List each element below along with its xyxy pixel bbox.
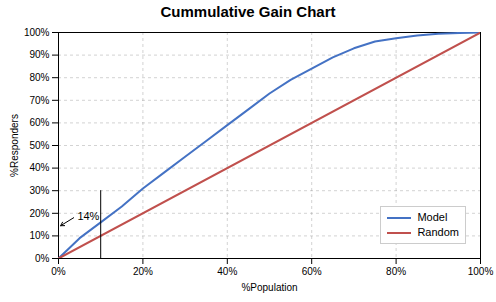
html-text:Cummulative Gain Chart: Cummulative Gain Chart [160,3,336,20]
svg-text:20%: 20% [29,208,49,219]
svg-text:0%: 0% [51,266,66,277]
svg-text:80%: 80% [29,72,49,83]
svg-text:100%: 100% [468,266,494,277]
svg-text:40%: 40% [217,266,237,277]
svg-text:%Population: %Population [241,282,297,293]
html-text:Random: Random [417,226,459,238]
svg-text:30%: 30% [29,185,49,196]
svg-text:70%: 70% [29,95,49,106]
svg-text:60%: 60% [302,266,322,277]
svg-text:40%: 40% [29,162,49,173]
svg-text:50%: 50% [29,140,49,151]
svg-text:90%: 90% [29,49,49,60]
svg-text:0%: 0% [35,253,50,264]
svg-text:60%: 60% [29,117,49,128]
svg-text:%Responders: %Responders [9,114,20,177]
svg-text:14%: 14% [77,210,99,222]
html-text:Model: Model [417,211,448,223]
svg-text:20%: 20% [133,266,153,277]
svg-text:100%: 100% [24,27,50,38]
svg-text:80%: 80% [386,266,406,277]
svg-text:10%: 10% [29,230,49,241]
